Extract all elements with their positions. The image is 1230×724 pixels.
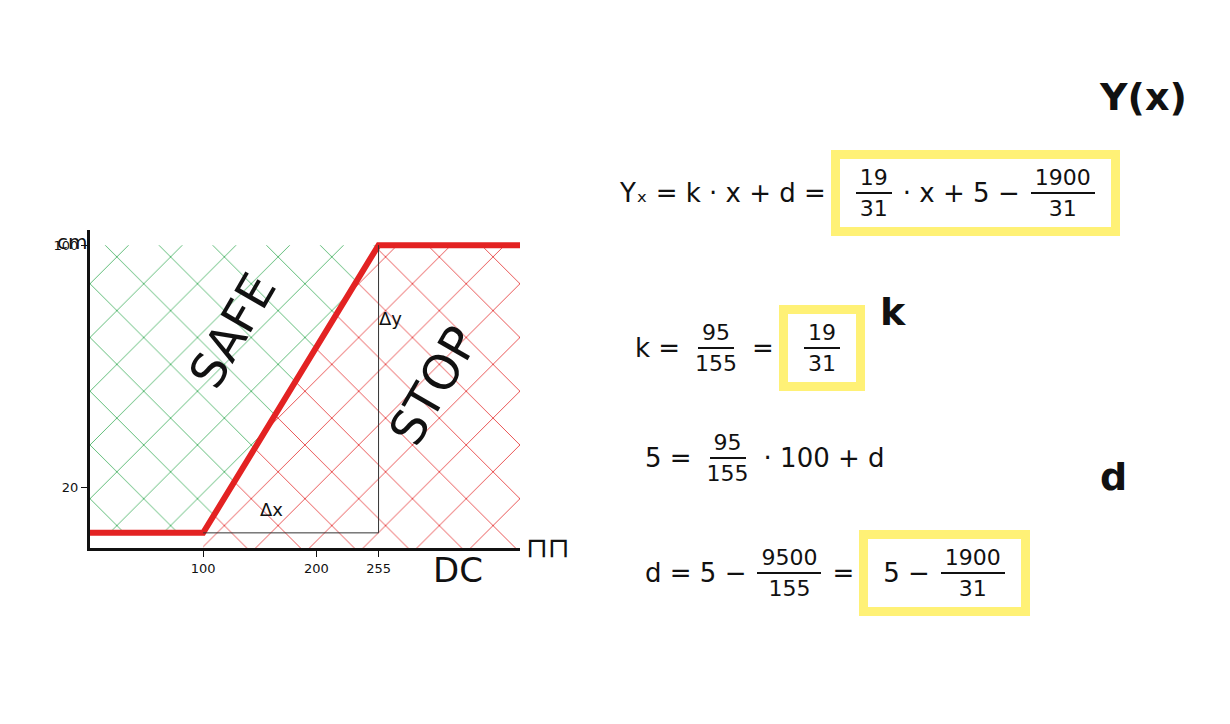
html-text:d: d <box>1100 455 1128 499</box>
html-text:5 =: 5 = <box>645 443 692 473</box>
html-text:31: 31 <box>1048 196 1077 221</box>
html-text:d = 5 −: d = 5 − <box>645 558 747 588</box>
html-text:31: 31 <box>859 196 888 221</box>
html-text:1900: 1900 <box>1034 165 1091 190</box>
html-text:31: 31 <box>958 576 987 601</box>
html-text:9500: 9500 <box>761 545 818 570</box>
html-text:155: 155 <box>768 576 811 601</box>
svg-text:STOP: STOP <box>378 317 490 455</box>
html-text:19: 19 <box>807 320 836 345</box>
html-text:· x + 5 −: · x + 5 − <box>902 178 1020 208</box>
svg-text:Δx: Δx <box>260 499 283 520</box>
html-text:155: 155 <box>706 461 749 486</box>
svg-text:100: 100 <box>191 561 216 576</box>
svg-text:200: 200 <box>304 561 329 576</box>
svg-text:20: 20 <box>62 480 79 495</box>
svg-text:SAFE: SAFE <box>177 263 287 397</box>
html-text:155: 155 <box>695 351 738 376</box>
html-text:1900: 1900 <box>944 545 1001 570</box>
html-text:Yₓ = k · x + d =: Yₓ = k · x + d = <box>620 178 826 208</box>
svg-text:DC: DC <box>433 550 483 590</box>
svg-text:Δy: Δy <box>379 308 402 329</box>
html-text:Y(x): Y(x) <box>1100 75 1187 119</box>
html-text:k: k <box>880 290 906 334</box>
svg-text:100: 100 <box>54 238 79 253</box>
html-text:5 −: 5 − <box>883 558 930 588</box>
svg-text:255: 255 <box>366 561 391 576</box>
svg-text:cm: cm <box>57 230 87 254</box>
html-text:95: 95 <box>713 430 742 455</box>
html-text:k =: k = <box>635 333 681 363</box>
html-text:19: 19 <box>859 165 888 190</box>
svg-text:⊓⊓: ⊓⊓ <box>526 531 570 564</box>
html-text:· 100 + d: · 100 + d <box>763 443 885 473</box>
html-text:31: 31 <box>807 351 836 376</box>
html-text:95: 95 <box>702 320 731 345</box>
